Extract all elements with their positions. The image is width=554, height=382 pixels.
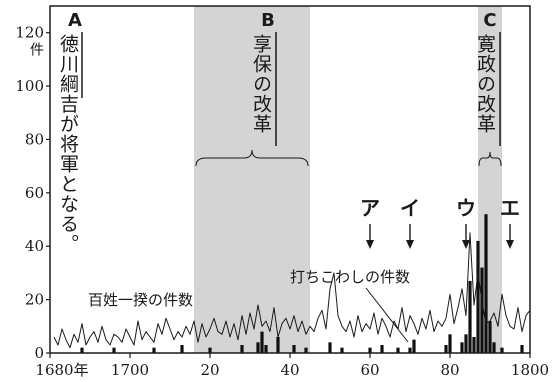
- label-kansei-reform: 寛政の改革: [474, 34, 496, 134]
- annotations: A B C 徳川綱吉が将軍となる。 享保の改革 寛政の改革アイ ウエ百姓一揆の件数 打ちこわし…: [57, 10, 520, 343]
- bar-uchikowashi: [480, 267, 484, 353]
- x-tick-label: 20: [200, 361, 219, 379]
- note-tsunayoshi: 徳川綱吉が将軍となる。: [57, 34, 79, 254]
- bar-uchikowashi: [368, 347, 372, 353]
- bar-uchikowashi: [208, 347, 212, 353]
- arrow-head: [406, 240, 414, 249]
- leader-uchikowashi: [365, 287, 409, 343]
- label-uchikowashi: 打ちこわしの件数: [290, 268, 410, 286]
- bar-uchikowashi: [328, 342, 332, 353]
- shaded-periods: [194, 6, 502, 353]
- arrow-label: ア: [360, 196, 380, 220]
- x-tick-label: 1700: [111, 361, 149, 379]
- marker-letter-b: B: [261, 10, 275, 31]
- bar-uchikowashi: [292, 344, 296, 353]
- bar-uchikowashi: [472, 336, 476, 353]
- x-tick-label: 40: [280, 361, 299, 379]
- bar-uchikowashi: [340, 347, 344, 353]
- x-tick-label: 60: [360, 361, 379, 379]
- bar-uchikowashi: [80, 347, 84, 353]
- bar-uchikowashi: [500, 347, 504, 353]
- x-tick-label: 80: [440, 361, 459, 379]
- arrow-head: [506, 240, 514, 249]
- brace-kyoho: [195, 149, 309, 167]
- bar-uchikowashi: [380, 344, 384, 353]
- bar-uchikowashi: [476, 240, 480, 353]
- bar-uchikowashi: [152, 347, 156, 353]
- arrow-label: ウ: [456, 196, 476, 220]
- bar-uchikowashi: [264, 344, 268, 353]
- y-tick-label: 0: [34, 344, 44, 362]
- y-tick-label: 120: [15, 24, 44, 42]
- marker-letter-c: C: [483, 10, 496, 31]
- bar-uchikowashi: [520, 344, 524, 353]
- bar-uchikowashi: [260, 331, 264, 353]
- bar-uchikowashi: [276, 336, 280, 353]
- brace-kansei: [478, 151, 502, 167]
- bar-uchikowashi: [180, 344, 184, 353]
- bar-uchikowashi: [448, 334, 452, 353]
- bar-uchikowashi: [112, 347, 116, 353]
- bar-uchikowashi: [444, 344, 448, 353]
- arrow-label: エ: [500, 196, 520, 220]
- line-series: [53, 232, 531, 349]
- bar-uchikowashi: [460, 342, 464, 353]
- bar-uchikowashi: [412, 339, 416, 353]
- arrow-head: [366, 240, 374, 249]
- series-line-hyakusho-ikki: [53, 232, 531, 349]
- bar-uchikowashi: [492, 342, 496, 353]
- arrow-label: イ: [400, 196, 420, 220]
- bar-uchikowashi: [464, 334, 468, 353]
- y-tick-label: 80: [25, 130, 44, 148]
- arrow-head: [462, 240, 470, 249]
- bar-uchikowashi: [396, 347, 400, 353]
- bar-series: [80, 214, 524, 353]
- bar-uchikowashi: [256, 342, 260, 353]
- label-kyoho-reform: 享保の改革: [250, 34, 272, 134]
- y-tick-label: 60: [25, 184, 44, 202]
- x-axis: 1680年 1700 20 40 60 80 1800: [35, 353, 549, 379]
- x-tick-label: 1680年: [35, 361, 88, 379]
- shaded-period-b: [194, 6, 310, 353]
- y-tick-label: 100: [15, 77, 44, 95]
- marker-letter-a: A: [68, 10, 82, 31]
- bar-uchikowashi: [240, 344, 244, 353]
- y-tick-label: 40: [25, 237, 44, 255]
- bar-uchikowashi: [468, 280, 472, 353]
- y-unit-label: 件: [30, 43, 44, 59]
- bar-uchikowashi: [304, 347, 308, 353]
- bar-uchikowashi: [408, 347, 412, 353]
- bar-uchikowashi: [488, 320, 492, 353]
- bar-uchikowashi: [484, 214, 488, 353]
- y-tick-label: 20: [25, 291, 44, 309]
- label-hyakusho-ikki: 百姓一揆の件数: [88, 291, 193, 309]
- x-tick-label: 1800: [511, 361, 549, 379]
